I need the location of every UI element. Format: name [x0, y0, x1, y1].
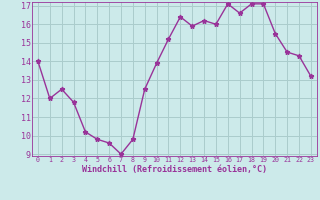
X-axis label: Windchill (Refroidissement éolien,°C): Windchill (Refroidissement éolien,°C)	[82, 165, 267, 174]
